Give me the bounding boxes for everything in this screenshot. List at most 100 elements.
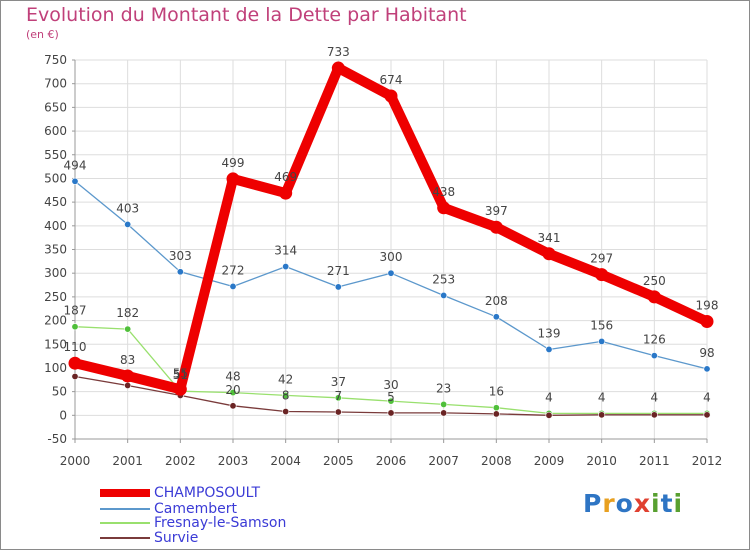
data-label: 55 <box>173 366 188 380</box>
data-label: 5 <box>387 390 395 404</box>
data-label: 4 <box>651 390 659 404</box>
y-tick-label: 550 <box>44 148 67 162</box>
legend-item-fresnay: Fresnay-le-Samson <box>100 515 287 531</box>
x-tick-label: 2002 <box>165 454 196 468</box>
legend-item-champosoult: CHAMPOSOULT <box>100 485 260 501</box>
y-tick-label: 700 <box>44 77 67 91</box>
data-point <box>124 325 132 333</box>
logo-letter: x <box>633 489 651 518</box>
logo-letter: o <box>615 489 634 518</box>
legend-label-fresnay: Fresnay-le-Samson <box>154 515 287 531</box>
logo-letter: r <box>602 489 616 518</box>
data-label: 7 <box>335 389 343 403</box>
x-tick-label: 2005 <box>323 454 354 468</box>
data-point <box>282 263 290 271</box>
x-tick-label: 2001 <box>112 454 143 468</box>
data-label: 23 <box>436 381 451 395</box>
data-label: 37 <box>331 375 346 389</box>
data-point <box>437 201 451 215</box>
y-tick-label: -50 <box>47 432 67 446</box>
data-label: 314 <box>274 244 297 258</box>
data-label: 438 <box>432 185 455 199</box>
data-label: 20 <box>225 383 240 397</box>
data-point <box>440 400 448 408</box>
data-label: 16 <box>489 385 504 399</box>
data-label: 4 <box>545 390 553 404</box>
y-tick-label: 0 <box>59 408 67 422</box>
data-point <box>700 315 714 329</box>
data-point <box>545 411 553 419</box>
data-label: 674 <box>380 73 403 87</box>
y-tick-label: 750 <box>44 53 67 67</box>
data-point <box>173 382 187 396</box>
legend-item-camembert: Camembert <box>100 501 237 517</box>
chart-title: Evolution du Montant de la Dette par Hab… <box>26 4 467 26</box>
x-tick-label: 2012 <box>692 454 723 468</box>
data-label: 271 <box>327 264 350 278</box>
data-point <box>68 356 82 370</box>
data-label: 208 <box>485 294 508 308</box>
data-point <box>124 220 132 228</box>
data-label: 8 <box>282 389 290 403</box>
data-label: 156 <box>590 318 613 332</box>
data-point <box>650 352 658 360</box>
data-point <box>387 269 395 277</box>
data-point <box>492 404 500 412</box>
data-label: 198 <box>696 299 719 313</box>
y-tick-label: 350 <box>44 243 67 257</box>
data-point <box>334 408 342 416</box>
y-tick-label: 450 <box>44 195 67 209</box>
data-point <box>545 345 553 353</box>
data-point <box>331 61 345 75</box>
x-tick-label: 2010 <box>586 454 617 468</box>
data-label: 253 <box>432 272 455 286</box>
data-point <box>71 323 79 331</box>
data-label: 397 <box>485 204 508 218</box>
logo-letter: t <box>660 489 674 518</box>
data-label: 42 <box>278 372 293 386</box>
data-label: 48 <box>225 370 240 384</box>
legend-swatch-camembert <box>100 508 150 510</box>
legend-label-champosoult: CHAMPOSOULT <box>154 485 260 501</box>
data-label: 300 <box>380 250 403 264</box>
data-label: 30 <box>383 378 398 392</box>
data-point <box>598 411 606 419</box>
data-point <box>650 411 658 419</box>
data-point <box>647 290 661 304</box>
y-tick-label: 50 <box>52 385 67 399</box>
y-tick-label: 250 <box>44 290 67 304</box>
x-tick-label: 2008 <box>481 454 512 468</box>
data-point <box>384 89 398 103</box>
unit-label: (en €) <box>26 28 59 41</box>
data-point <box>229 402 237 410</box>
y-tick-label: 300 <box>44 266 67 280</box>
data-label: 187 <box>64 304 87 318</box>
y-tick-label: 500 <box>44 171 67 185</box>
data-point <box>334 283 342 291</box>
data-point <box>489 220 503 234</box>
legend-label-survie: Survie <box>154 530 199 546</box>
data-label: 126 <box>643 333 666 347</box>
data-point <box>71 177 79 185</box>
data-point <box>595 268 609 282</box>
data-label: 4 <box>598 390 606 404</box>
data-point <box>121 369 135 383</box>
data-label: 272 <box>222 263 245 277</box>
x-tick-label: 2003 <box>218 454 249 468</box>
data-point <box>279 186 293 200</box>
data-point <box>229 389 237 397</box>
data-point <box>124 381 132 389</box>
data-point <box>226 172 240 186</box>
y-tick-label: 600 <box>44 124 67 138</box>
legend-swatch-champosoult <box>100 489 150 497</box>
data-label: 733 <box>327 45 350 59</box>
data-point <box>703 411 711 419</box>
data-point <box>176 268 184 276</box>
x-tick-label: 2004 <box>270 454 301 468</box>
data-label: 303 <box>169 249 192 263</box>
data-point <box>440 291 448 299</box>
legend-label-camembert: Camembert <box>154 501 237 517</box>
data-point <box>598 337 606 345</box>
x-tick-label: 2009 <box>534 454 565 468</box>
